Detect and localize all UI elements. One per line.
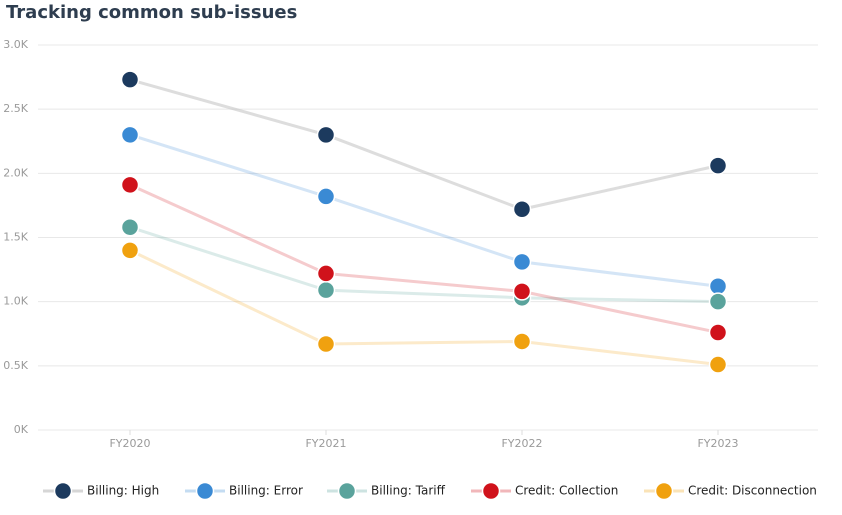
point bbox=[120, 217, 140, 237]
series-line bbox=[129, 225, 719, 304]
point bbox=[316, 125, 336, 145]
legend-label: Credit: Disconnection bbox=[688, 484, 817, 498]
legend-marker bbox=[481, 481, 501, 501]
point bbox=[708, 323, 728, 342]
point bbox=[316, 264, 336, 283]
y-tick-label: 1.5K bbox=[3, 231, 28, 244]
point bbox=[512, 282, 532, 301]
series-line bbox=[129, 133, 719, 288]
y-tick-label: 1.0K bbox=[3, 295, 28, 308]
x-tick-label: FY2022 bbox=[501, 437, 542, 450]
point bbox=[316, 280, 336, 300]
point bbox=[120, 175, 140, 195]
point bbox=[316, 187, 336, 206]
legend-label: Credit: Collection bbox=[515, 484, 618, 498]
series-line bbox=[129, 78, 719, 211]
point bbox=[708, 156, 728, 175]
point bbox=[708, 277, 728, 296]
legend-marker bbox=[195, 481, 215, 501]
point bbox=[120, 125, 140, 145]
series-line bbox=[129, 248, 719, 367]
point bbox=[708, 292, 728, 311]
y-tick-label: 0.5K bbox=[3, 359, 28, 372]
chart-title: Tracking common sub-issues bbox=[6, 2, 297, 23]
point bbox=[120, 241, 140, 260]
legend-label: Billing: Tariff bbox=[371, 484, 446, 498]
point bbox=[512, 332, 532, 351]
y-tick-label: 2.5K bbox=[3, 102, 28, 115]
y-tick-label: 2.0K bbox=[3, 166, 28, 179]
legend-label: Billing: Error bbox=[229, 484, 303, 498]
y-tick-label: 0K bbox=[14, 423, 29, 436]
legend-marker bbox=[53, 481, 73, 501]
point bbox=[512, 252, 532, 272]
point bbox=[708, 355, 728, 374]
x-tick-label: FY2021 bbox=[305, 437, 346, 450]
point bbox=[316, 334, 336, 354]
point bbox=[512, 200, 532, 219]
series-line bbox=[129, 183, 719, 334]
y-tick-label: 3.0K bbox=[3, 38, 28, 51]
legend-label: Billing: High bbox=[87, 484, 159, 498]
x-tick-label: FY2023 bbox=[697, 437, 738, 450]
legend-marker bbox=[654, 481, 674, 501]
x-tick-label: FY2020 bbox=[109, 437, 150, 450]
legend-marker bbox=[337, 481, 357, 501]
point bbox=[120, 70, 140, 89]
